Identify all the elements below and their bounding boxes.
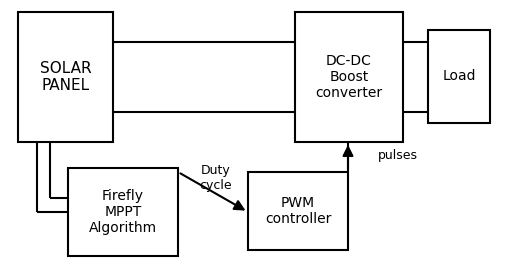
Text: Load: Load <box>441 70 475 83</box>
Text: SOLAR
PANEL: SOLAR PANEL <box>40 61 91 93</box>
Text: Firefly
MPPT
Algorithm: Firefly MPPT Algorithm <box>89 189 157 235</box>
Bar <box>68 168 178 256</box>
Bar <box>18 12 113 142</box>
Text: PWM
controller: PWM controller <box>264 196 330 226</box>
Text: Duty
cycle: Duty cycle <box>200 164 232 192</box>
Bar <box>427 30 489 123</box>
Bar <box>247 172 347 250</box>
Text: pulses: pulses <box>377 148 417 162</box>
Text: DC-DC
Boost
converter: DC-DC Boost converter <box>315 54 382 100</box>
Bar <box>294 12 402 142</box>
